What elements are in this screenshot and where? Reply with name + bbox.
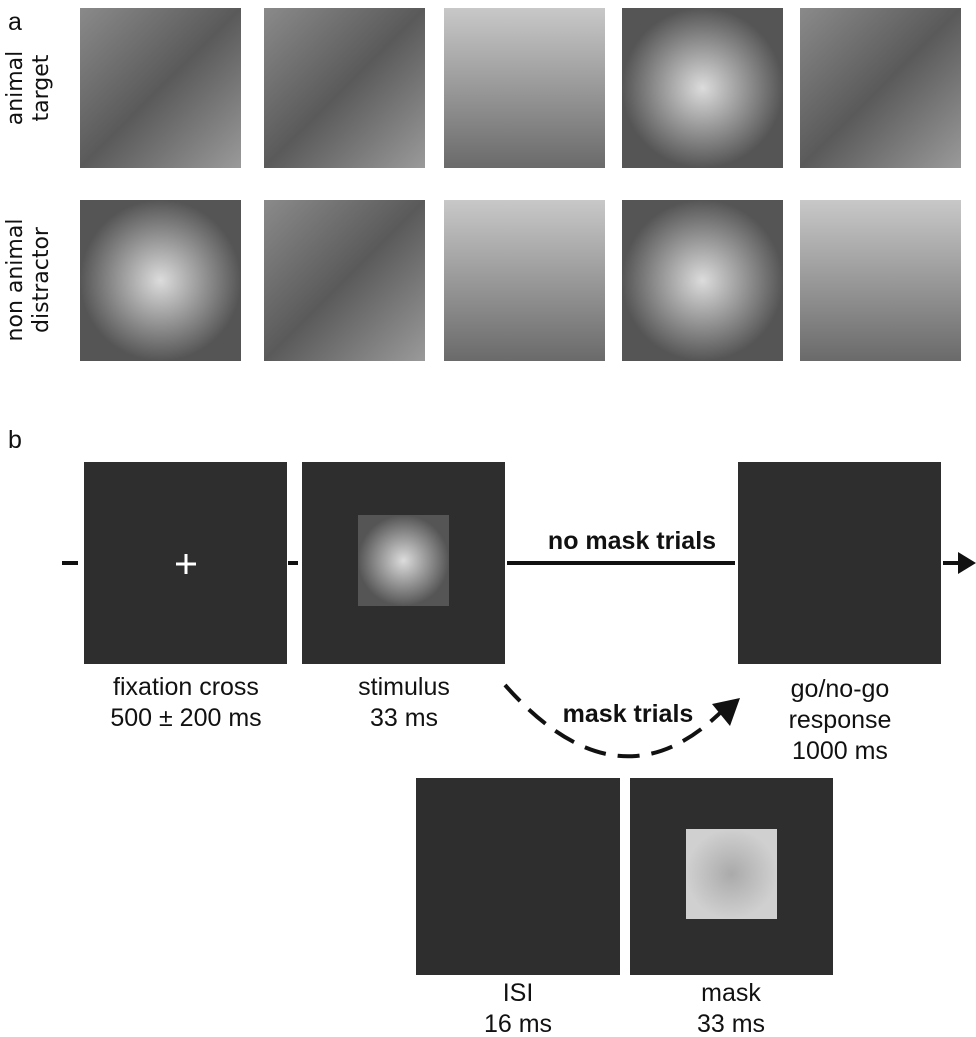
path-label: mask trials xyxy=(563,700,694,728)
arrowhead xyxy=(712,698,740,726)
photo xyxy=(622,200,783,361)
panel-label: b xyxy=(8,426,22,454)
caption: stimulus xyxy=(358,673,450,701)
photo xyxy=(444,8,605,168)
caption: go/no-go xyxy=(791,675,890,703)
row-label: animal target xyxy=(3,51,54,126)
mask-pattern xyxy=(686,829,777,919)
arrowhead xyxy=(958,552,976,574)
path-label: no mask trials xyxy=(548,527,716,555)
stimulus-photo xyxy=(358,515,449,606)
photo xyxy=(444,200,605,361)
photo xyxy=(622,8,783,168)
row-label: non animal distractor xyxy=(3,219,54,342)
photo xyxy=(80,8,241,168)
photo xyxy=(264,8,425,168)
screen xyxy=(416,778,620,975)
caption: ISI xyxy=(503,979,534,1007)
row-label-line: animal xyxy=(3,51,28,126)
caption: 33 ms xyxy=(370,704,438,732)
image-grid xyxy=(80,8,961,361)
row-label-line: non animal xyxy=(3,219,28,342)
photo xyxy=(800,200,961,361)
caption: 16 ms xyxy=(484,1010,552,1037)
caption: fixation cross xyxy=(113,673,259,701)
panel-label: a xyxy=(8,8,22,36)
photo xyxy=(264,200,425,361)
caption: 1000 ms xyxy=(792,737,888,765)
caption: mask xyxy=(701,979,761,1007)
photo xyxy=(80,200,241,361)
row-label-line: target xyxy=(29,54,54,121)
row-label-line: distractor xyxy=(29,226,54,333)
mask-path xyxy=(503,683,727,759)
screen xyxy=(738,462,941,664)
caption: 33 ms xyxy=(697,1010,765,1037)
caption: 500 ± 200 ms xyxy=(110,704,261,732)
photo xyxy=(800,8,961,168)
caption: response xyxy=(789,706,892,734)
